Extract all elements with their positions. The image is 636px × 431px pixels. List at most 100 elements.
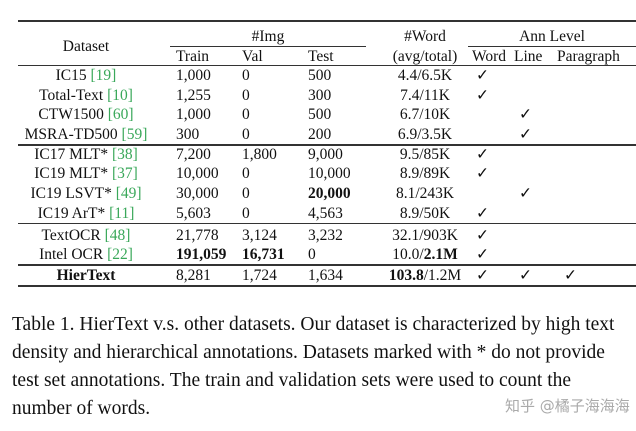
check-word-icon: ✓ [476, 267, 489, 284]
table-row: Intel OCR [22] 191,059 16,731 0 10.0/2.1M ✓ [0, 245, 636, 264]
test-cell: 300 [308, 87, 332, 104]
check-line-icon: ✓ [519, 126, 532, 143]
group-rule-1 [18, 144, 636, 146]
word-total: /11K [419, 87, 450, 104]
word-cell: 6.9/3.5K [370, 125, 480, 144]
table-row: MSRA-TD500 [59] 300 0 200 6.9/3.5K ✓ [0, 125, 636, 144]
dataset-name: TextOCR [41, 227, 105, 244]
val-cell: 1,724 [242, 267, 277, 284]
dataset-name: CTW1500 [38, 106, 108, 123]
train-cell: 1,255 [176, 87, 211, 104]
word-cell: 8.1/243K [370, 184, 480, 203]
table-row: IC15 [19] 1,000 0 500 4.4/6.5K ✓ [0, 66, 636, 85]
test-cell: 10,000 [308, 165, 351, 182]
table-row: IC19 MLT* [37] 10,000 0 10,000 8.9/89K ✓ [0, 164, 636, 183]
test-cell: 200 [308, 126, 332, 143]
train-cell: 1,000 [176, 67, 211, 84]
citation-link: [60] [107, 106, 134, 123]
header-ann-paragraph: Paragraph [557, 48, 620, 65]
citation-link: [49] [115, 185, 142, 202]
check-paragraph-icon: ✓ [564, 267, 577, 284]
check-word-icon: ✓ [476, 165, 489, 182]
check-word-icon: ✓ [476, 205, 489, 222]
table-row: IC17 MLT* [38] 7,200 1,800 9,000 9.5/85K ✓ [0, 145, 636, 164]
val-cell: 0 [242, 165, 250, 182]
citation-link: [19] [90, 67, 117, 84]
train-cell: 5,603 [176, 205, 211, 222]
val-cell: 1,800 [242, 146, 277, 163]
word-cell: 10.0/2.1M [370, 245, 480, 264]
test-cell: 0 [308, 246, 316, 263]
word-total: /1.2M [423, 267, 462, 284]
word-total: /903K [419, 227, 458, 244]
val-cell: 0 [242, 126, 250, 143]
check-word-icon: ✓ [476, 67, 489, 84]
word-avg: 9.5 [399, 146, 420, 163]
table-row: HierText 8,281 1,724 1,634 103.8/1.2M ✓ ✓ ✓ [0, 266, 636, 285]
word-cell: 6.7/10K [370, 105, 480, 124]
citation-link: [11] [109, 205, 135, 222]
table-row: TextOCR [48] 21,778 3,124 3,232 32.1/903K ✓ [0, 226, 636, 245]
train-cell: 8,281 [176, 267, 211, 284]
watermark: 知乎 @橘子海海海 [505, 397, 630, 415]
dataset-name: MSRA-TD500 [24, 126, 122, 143]
dataset-name-cell: HierText [18, 266, 154, 285]
val-cell: 0 [242, 67, 250, 84]
citation-link: [22] [107, 246, 133, 263]
header-dataset: Dataset [62, 38, 110, 55]
header-word-top: #Word [404, 28, 446, 45]
word-avg: 10.0/ [392, 246, 424, 263]
group-rule-3 [18, 264, 636, 266]
dataset-name-cell: MSRA-TD500 [59] [18, 125, 154, 144]
header-ann-word: Word [472, 48, 507, 65]
word-cell: 4.4/6.5K [370, 66, 480, 85]
word-total: 2.1M [423, 246, 458, 263]
word-cell: 32.1/903K [370, 226, 480, 245]
check-line-icon: ✓ [519, 267, 532, 284]
train-cell: 300 [176, 126, 200, 143]
word-total: /243K [415, 185, 455, 202]
check-word-icon: ✓ [476, 87, 489, 104]
train-cell: 10,000 [176, 165, 219, 182]
header-img-group: #Img [251, 28, 285, 45]
word-avg: 6.7 [399, 106, 420, 123]
dataset-name: Total-Text [39, 87, 108, 104]
test-cell: 1,634 [308, 267, 343, 284]
word-avg: 8.9 [399, 205, 420, 222]
dataset-name-cell: Intel OCR [22] [18, 245, 154, 264]
train-cell: 30,000 [176, 185, 219, 202]
citation-link: [48] [104, 227, 131, 244]
word-total: /3.5K [417, 126, 453, 143]
val-cell: 3,124 [242, 227, 277, 244]
test-cell: 9,000 [308, 146, 343, 163]
header-test: Test [308, 48, 334, 65]
word-avg: 103.8 [388, 267, 424, 284]
word-avg: 6.9 [397, 126, 418, 143]
word-cell: 103.8/1.2M [370, 266, 480, 285]
header-rule [18, 65, 636, 66]
dataset-name: IC17 MLT* [34, 146, 112, 163]
check-line-icon: ✓ [519, 106, 532, 123]
table-row: IC19 ArT* [11] 5,603 0 4,563 8.9/50K ✓ [0, 204, 636, 223]
bottom-rule [18, 285, 636, 287]
dataset-name: Intel OCR [39, 246, 108, 263]
val-cell: 0 [242, 87, 250, 104]
citation-link: [10] [107, 87, 133, 104]
citation-link: [59] [121, 126, 148, 143]
header-word-bottom: (avg/total) [392, 48, 458, 65]
table-caption: Table 1. HierText v.s. other datasets. O… [12, 314, 615, 419]
check-word-icon: ✓ [476, 146, 489, 163]
table-row: Total-Text [10] 1,255 0 300 7.4/11K ✓ [0, 86, 636, 105]
dataset-name-cell: Total-Text [10] [18, 86, 154, 105]
header-ann-line: Line [514, 48, 543, 65]
citation-link: [37] [111, 165, 138, 182]
check-word-icon: ✓ [476, 246, 489, 263]
word-total: /10K [419, 106, 451, 123]
test-cell: 500 [308, 106, 332, 123]
word-avg: 7.4 [400, 87, 420, 104]
header-train: Train [176, 48, 210, 65]
train-cell: 7,200 [176, 146, 211, 163]
word-cell: 7.4/11K [370, 86, 480, 105]
dataset-name: IC15 [55, 67, 91, 84]
check-word-icon: ✓ [476, 227, 489, 244]
